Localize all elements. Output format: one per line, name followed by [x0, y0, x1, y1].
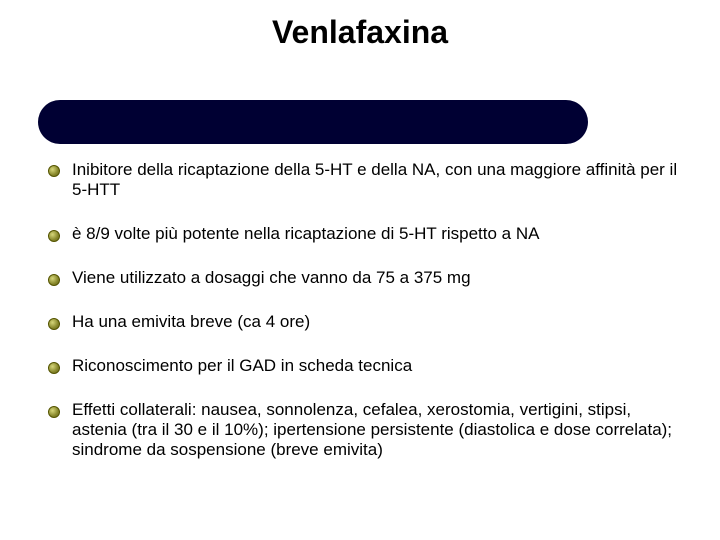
list-item: Riconoscimento per il GAD in scheda tecn… — [48, 356, 688, 376]
list-item-text: Viene utilizzato a dosaggi che vanno da … — [72, 268, 471, 287]
slide-title: Venlafaxina — [0, 14, 720, 51]
bullet-list: Inibitore della ricaptazione della 5-HT … — [48, 160, 688, 460]
list-item-text: è 8/9 volte più potente nella ricaptazio… — [72, 224, 539, 243]
decorative-bar — [38, 100, 588, 144]
list-item-text: Effetti collaterali: nausea, sonnolenza,… — [72, 400, 672, 459]
list-item-text: Inibitore della ricaptazione della 5-HT … — [72, 160, 677, 199]
list-item: Effetti collaterali: nausea, sonnolenza,… — [48, 400, 688, 460]
list-item: Ha una emivita breve (ca 4 ore) — [48, 312, 688, 332]
list-item: è 8/9 volte più potente nella ricaptazio… — [48, 224, 688, 244]
list-item-text: Riconoscimento per il GAD in scheda tecn… — [72, 356, 412, 375]
list-item-text: Ha una emivita breve (ca 4 ore) — [72, 312, 310, 331]
list-item: Viene utilizzato a dosaggi che vanno da … — [48, 268, 688, 288]
list-item: Inibitore della ricaptazione della 5-HT … — [48, 160, 688, 200]
